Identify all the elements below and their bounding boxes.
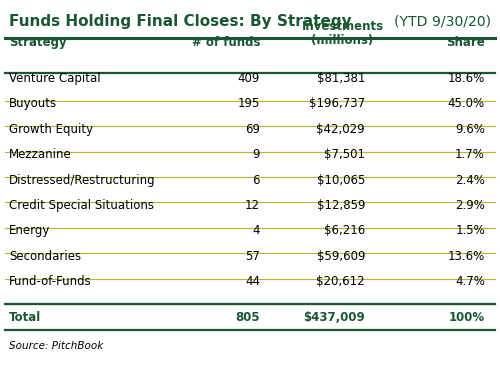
Text: 100%: 100% xyxy=(449,311,485,324)
Text: 4.7%: 4.7% xyxy=(455,275,485,288)
Text: Mezzanine: Mezzanine xyxy=(9,148,72,161)
Text: 1.7%: 1.7% xyxy=(455,148,485,161)
Text: 9.6%: 9.6% xyxy=(455,123,485,136)
Text: Energy: Energy xyxy=(9,224,50,237)
Text: Secondaries: Secondaries xyxy=(9,250,81,263)
Text: $42,029: $42,029 xyxy=(316,123,365,136)
Text: $59,609: $59,609 xyxy=(316,250,365,263)
Text: 18.6%: 18.6% xyxy=(448,72,485,85)
Text: Funds Holding Final Closes: By Strategy: Funds Holding Final Closes: By Strategy xyxy=(9,14,351,30)
Text: 57: 57 xyxy=(245,250,260,263)
Text: $196,737: $196,737 xyxy=(309,97,365,110)
Text: 195: 195 xyxy=(238,97,260,110)
Text: $10,065: $10,065 xyxy=(316,174,365,186)
Text: # of funds: # of funds xyxy=(192,36,260,49)
Text: Strategy: Strategy xyxy=(9,36,66,49)
Text: 805: 805 xyxy=(236,311,260,324)
Text: 45.0%: 45.0% xyxy=(448,97,485,110)
Text: $437,009: $437,009 xyxy=(303,311,365,324)
Text: Total: Total xyxy=(9,311,41,324)
Text: Growth Equity: Growth Equity xyxy=(9,123,93,136)
Text: 2.4%: 2.4% xyxy=(455,174,485,186)
Text: (YTD 9/30/20): (YTD 9/30/20) xyxy=(394,14,491,28)
Text: $81,381: $81,381 xyxy=(316,72,365,85)
Text: 6: 6 xyxy=(252,174,260,186)
Text: Venture Capital: Venture Capital xyxy=(9,72,101,85)
Text: 2.9%: 2.9% xyxy=(455,199,485,212)
Text: Fund-of-Funds: Fund-of-Funds xyxy=(9,275,92,288)
Text: $6,216: $6,216 xyxy=(324,224,365,237)
Text: 12: 12 xyxy=(245,199,260,212)
Text: 1.5%: 1.5% xyxy=(455,224,485,237)
Text: Distressed/Restructuring: Distressed/Restructuring xyxy=(9,174,156,186)
Text: $20,612: $20,612 xyxy=(316,275,365,288)
Text: Investments
(millions): Investments (millions) xyxy=(302,20,384,47)
Text: Credit Special Situations: Credit Special Situations xyxy=(9,199,154,212)
Text: 44: 44 xyxy=(245,275,260,288)
Text: 409: 409 xyxy=(238,72,260,85)
Text: 9: 9 xyxy=(252,148,260,161)
Text: 4: 4 xyxy=(252,224,260,237)
Text: Buyouts: Buyouts xyxy=(9,97,57,110)
Text: $7,501: $7,501 xyxy=(324,148,365,161)
Text: Share: Share xyxy=(446,36,485,49)
Text: 69: 69 xyxy=(245,123,260,136)
Text: 13.6%: 13.6% xyxy=(448,250,485,263)
Text: Source: PitchBook: Source: PitchBook xyxy=(9,341,104,351)
Text: $12,859: $12,859 xyxy=(316,199,365,212)
